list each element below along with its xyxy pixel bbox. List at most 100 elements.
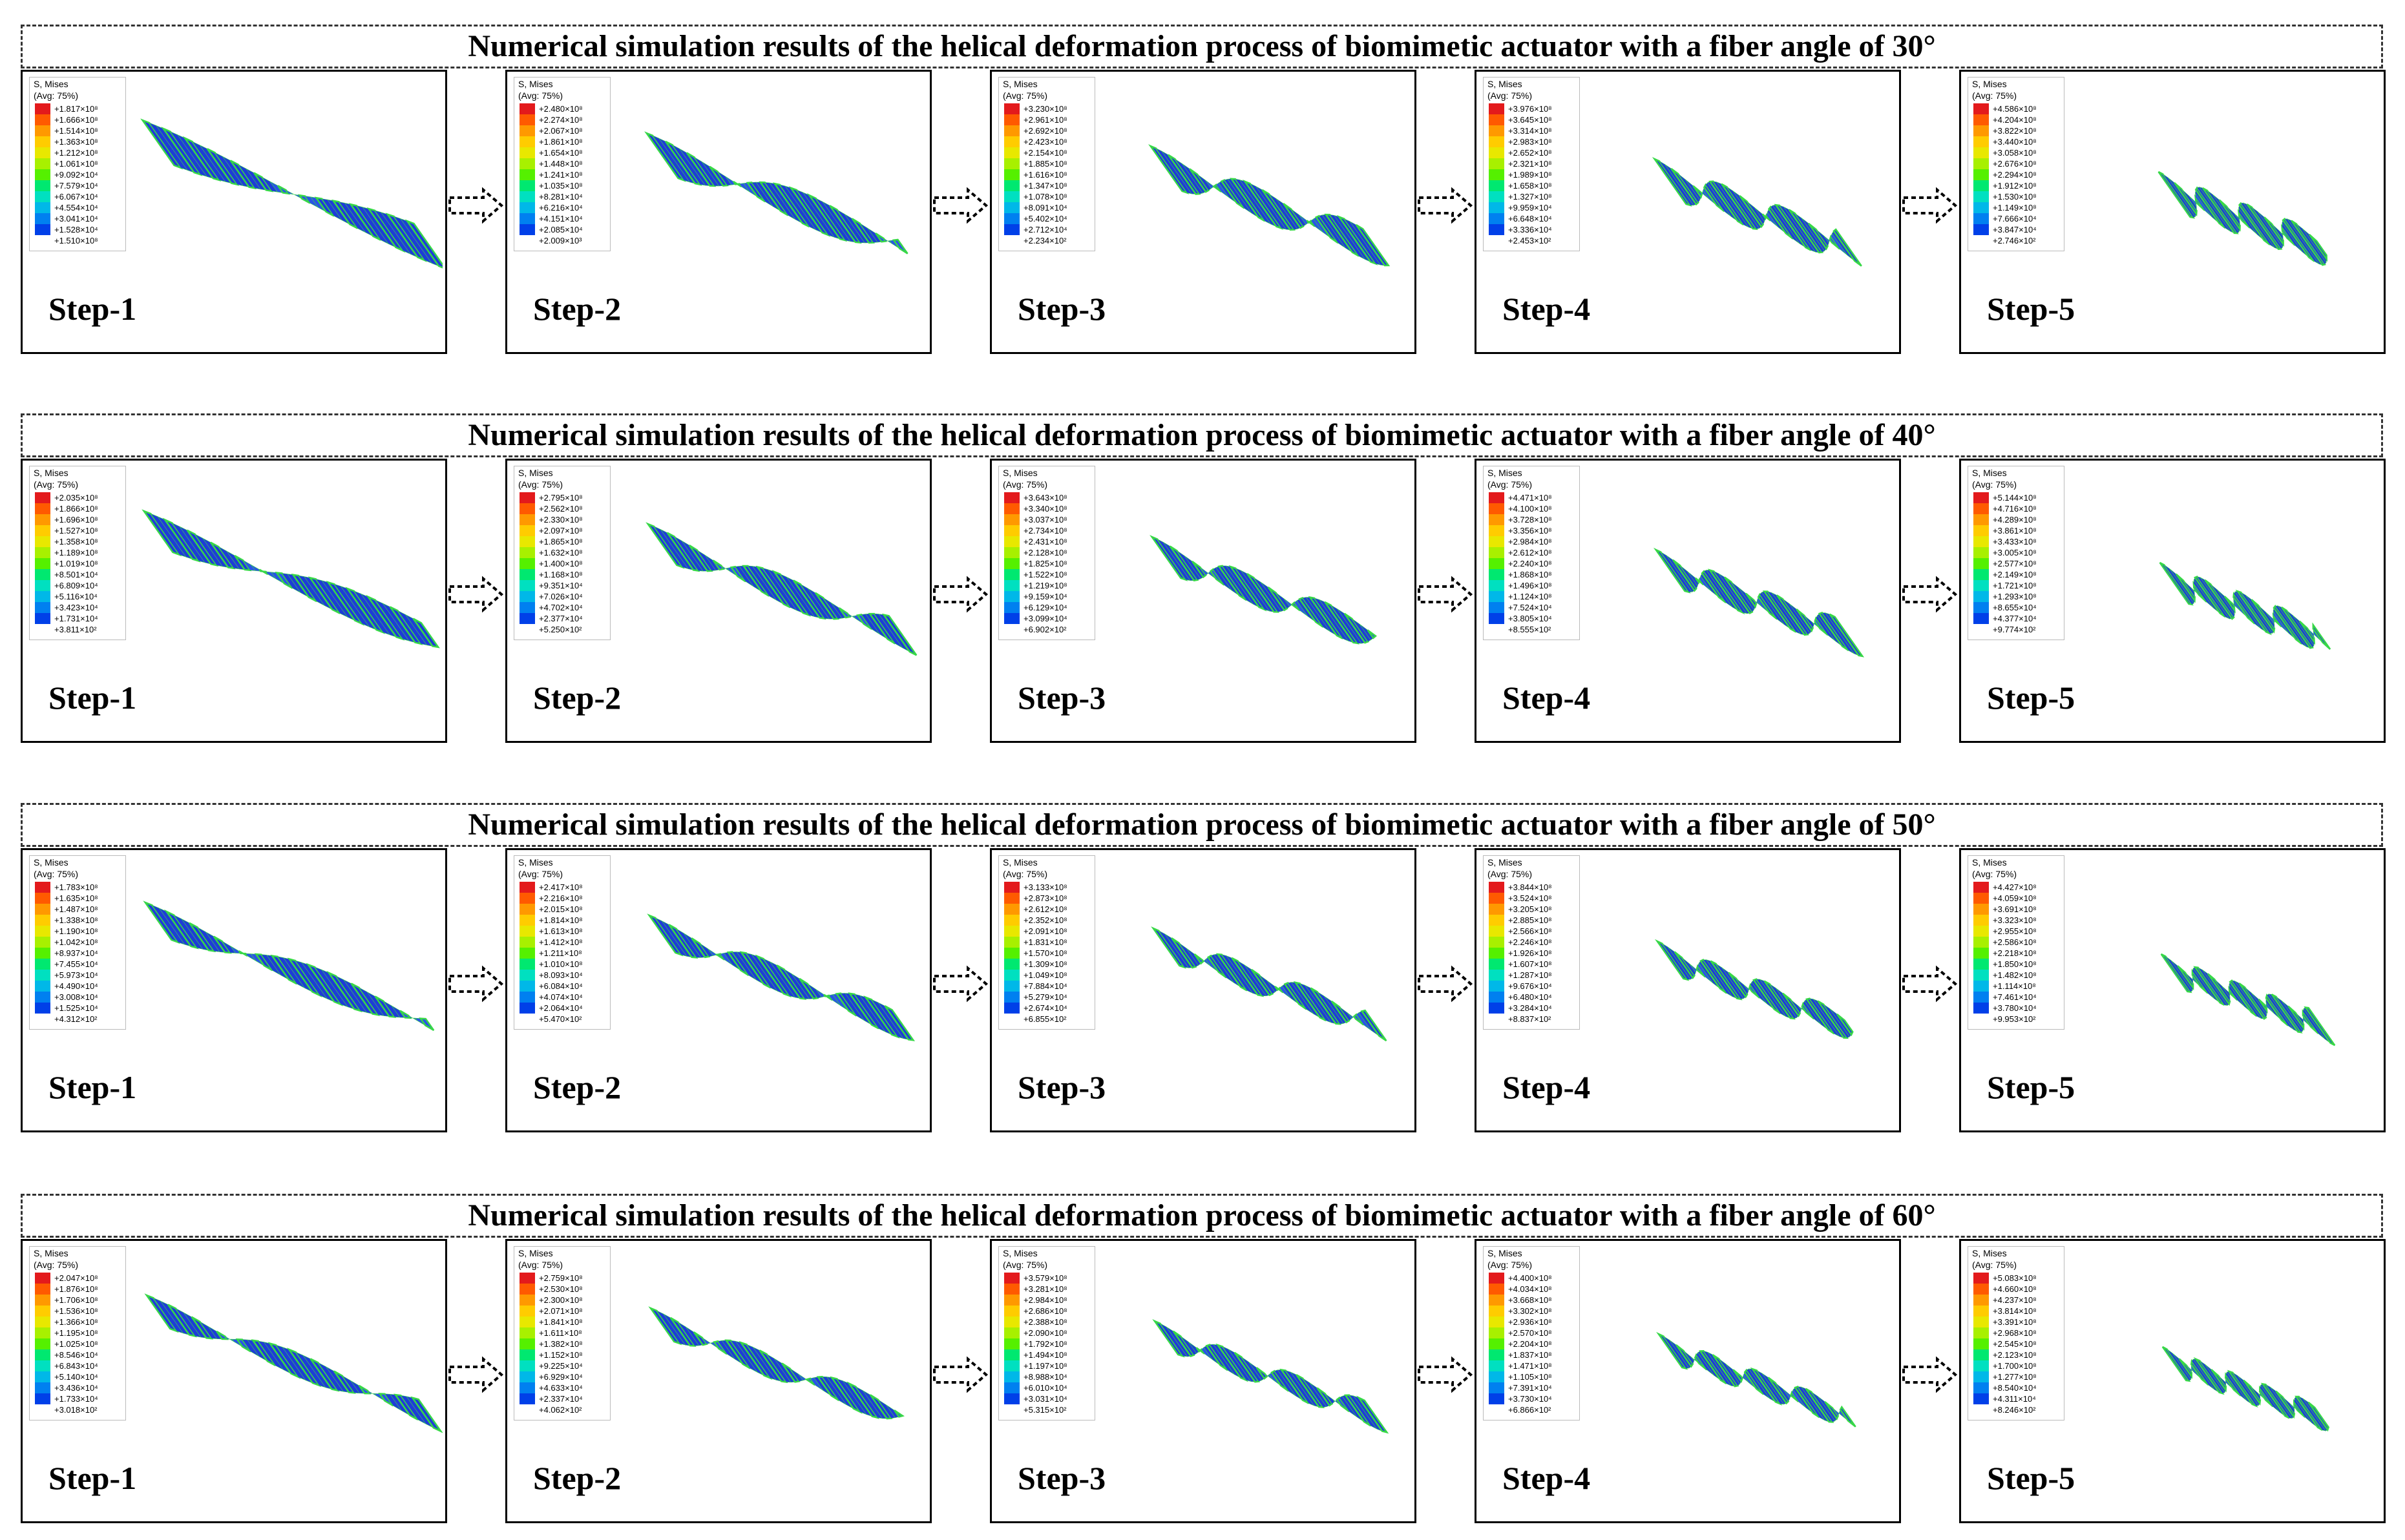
legend-value: +2.149×10⁸ xyxy=(1993,570,2037,579)
legend-avg: (Avg: 75%) xyxy=(34,1260,78,1270)
legend-avg: (Avg: 75%) xyxy=(1487,90,1532,101)
ribbon-segment xyxy=(2165,956,2193,993)
legend-color-swatch xyxy=(1973,1273,1989,1284)
legend-row: +1.277×10⁸ xyxy=(1973,1371,2061,1382)
legend-color-swatch xyxy=(35,536,50,547)
legend-color-swatch xyxy=(1973,103,1989,114)
legend-row: +2.377×10⁴ xyxy=(520,613,607,624)
ribbon-segment xyxy=(702,1337,711,1345)
legend-row: +4.289×10⁸ xyxy=(1973,514,2061,525)
actuator-deformation-plot xyxy=(1654,939,1854,1039)
arrow-outline xyxy=(1418,576,1473,613)
legend-color-swatch xyxy=(1973,591,1989,602)
legend-scale: +4.427×10⁸ +4.059×10⁸ +3.691×10⁸ +3.323×10⁸… xyxy=(1973,882,2061,1025)
legend-value: +1.471×10⁸ xyxy=(1508,1361,1552,1371)
legend-row: +9.351×10⁴ xyxy=(520,580,607,591)
legend-color-swatch xyxy=(35,882,50,893)
legend-row: +1.696×10⁸ xyxy=(35,514,123,525)
legend-row: +3.099×10⁴ xyxy=(1004,613,1092,624)
legend-value: +8.655×10⁴ xyxy=(1993,603,2037,612)
ribbon-segment xyxy=(2159,561,2194,606)
legend-avg: (Avg: 75%) xyxy=(1972,479,2017,490)
legend-color-swatch xyxy=(1973,503,1989,514)
legend-color-swatch xyxy=(1973,937,1989,948)
legend-color-swatch xyxy=(35,224,50,235)
legend-row: +3.524×10⁸ xyxy=(1489,893,1577,904)
legend-color-swatch xyxy=(520,580,535,591)
dashed-arrow-icon xyxy=(448,1356,504,1393)
legend-color-swatch xyxy=(520,1338,535,1349)
legend-row: +2.337×10⁴ xyxy=(520,1393,607,1404)
legend-avg: (Avg: 75%) xyxy=(1972,869,2017,879)
legend-color-swatch xyxy=(35,569,50,580)
legend-value: +3.230×10⁸ xyxy=(1024,104,1067,114)
legend-row: +3.728×10⁸ xyxy=(1489,514,1577,525)
stress-legend: S, Mises (Avg: 75%) +3.844×10⁸ +3.524×10⁸ +3… xyxy=(1483,855,1580,1030)
dashed-arrow-icon xyxy=(1902,576,1958,613)
legend-color-swatch xyxy=(1489,1327,1504,1338)
legend-color-swatch xyxy=(1973,1338,1989,1349)
legend-value: +1.358×10⁸ xyxy=(54,537,98,546)
dashed-arrow-icon xyxy=(1902,187,1958,224)
legend-value: +6.010×10⁴ xyxy=(1024,1383,1067,1393)
legend-value: +6.843×10⁴ xyxy=(54,1361,98,1371)
legend-row: +1.831×10⁸ xyxy=(1004,937,1092,948)
legend-row: +2.234×10² xyxy=(1004,235,1092,246)
ribbon-segment xyxy=(404,219,443,269)
step-panel: S, Mises (Avg: 75%) +4.427×10⁸ +4.059×10⁸ +3… xyxy=(1959,848,2386,1132)
legend-title: S, Mises xyxy=(1972,468,2007,478)
legend-value: +3.847×10⁴ xyxy=(1993,225,2037,234)
legend-color-swatch xyxy=(520,180,535,191)
legend-row: +6.084×10⁴ xyxy=(520,981,607,992)
legend-value: +2.015×10⁸ xyxy=(539,904,583,914)
legend-row: +4.660×10⁸ xyxy=(1973,1284,2061,1295)
legend-color-swatch xyxy=(1489,169,1504,180)
legend-color-swatch xyxy=(1489,591,1504,602)
legend-row: +4.633×10⁴ xyxy=(520,1382,607,1393)
legend-color-swatch xyxy=(35,1360,50,1371)
stress-legend: S, Mises (Avg: 75%) +3.230×10⁸ +2.961×10⁸ +2… xyxy=(998,77,1095,251)
legend-color-swatch xyxy=(520,1003,535,1014)
legend-value: +1.837×10⁸ xyxy=(1508,1350,1552,1360)
legend-value: +1.049×10⁸ xyxy=(1024,970,1067,980)
legend-row: +1.061×10⁸ xyxy=(35,158,123,169)
arrow-outline xyxy=(1902,576,1958,613)
section-title: Numerical simulation results of the heli… xyxy=(21,1194,2383,1238)
legend-value: +6.084×10⁴ xyxy=(539,981,583,991)
legend-row: +1.706×10⁸ xyxy=(35,1295,123,1306)
legend-title: S, Mises xyxy=(1972,1248,2007,1258)
legend-color-swatch xyxy=(1973,1360,1989,1371)
legend-row: +1.721×10⁸ xyxy=(1973,580,2061,591)
legend-row: +3.423×10⁴ xyxy=(35,602,123,613)
actuator-ribbon xyxy=(1152,1319,1389,1434)
legend-row: +8.281×10⁴ xyxy=(520,191,607,202)
legend-color-swatch xyxy=(1004,981,1020,992)
legend-row: +1.042×10⁸ xyxy=(35,937,123,948)
legend-value: +1.814×10⁸ xyxy=(539,915,583,925)
legend-value: +4.660×10⁸ xyxy=(1993,1284,2037,1294)
legend-color-swatch xyxy=(1973,1284,1989,1295)
legend-color-swatch xyxy=(1004,591,1020,602)
actuator-ribbon xyxy=(1653,547,1865,658)
legend-color-swatch xyxy=(520,514,535,525)
legend-row: +1.190×10⁸ xyxy=(35,926,123,937)
legend-row: +8.988×10⁴ xyxy=(1004,1371,1092,1382)
legend-value: +1.912×10⁸ xyxy=(1993,181,2037,191)
legend-value: +1.885×10⁸ xyxy=(1024,159,1067,169)
legend-value: +1.494×10⁸ xyxy=(1024,1350,1067,1360)
legend-value: +2.246×10⁸ xyxy=(1508,937,1552,947)
step-label: Step-2 xyxy=(533,1460,622,1496)
legend-value: +1.706×10⁸ xyxy=(54,1295,98,1305)
legend-value: +4.377×10⁴ xyxy=(1993,614,2037,623)
legend-color-swatch xyxy=(1489,547,1504,558)
legend-row: +2.955×10⁸ xyxy=(1973,926,2061,937)
legend-color-swatch xyxy=(35,948,50,959)
legend-scale: +5.144×10⁸ +4.716×10⁸ +4.289×10⁸ +3.861×10⁸… xyxy=(1973,492,2061,635)
legend-color-swatch xyxy=(1489,114,1504,125)
step-panel: S, Mises (Avg: 75%) +2.417×10⁸ +2.216×10⁸ +2… xyxy=(505,848,932,1132)
legend-color-swatch xyxy=(1004,125,1020,136)
legend-color-swatch xyxy=(1489,915,1504,926)
legend-color-swatch xyxy=(1489,536,1504,547)
legend-row: +2.586×10⁸ xyxy=(1973,937,2061,948)
legend-row: +3.302×10⁸ xyxy=(1489,1306,1577,1316)
